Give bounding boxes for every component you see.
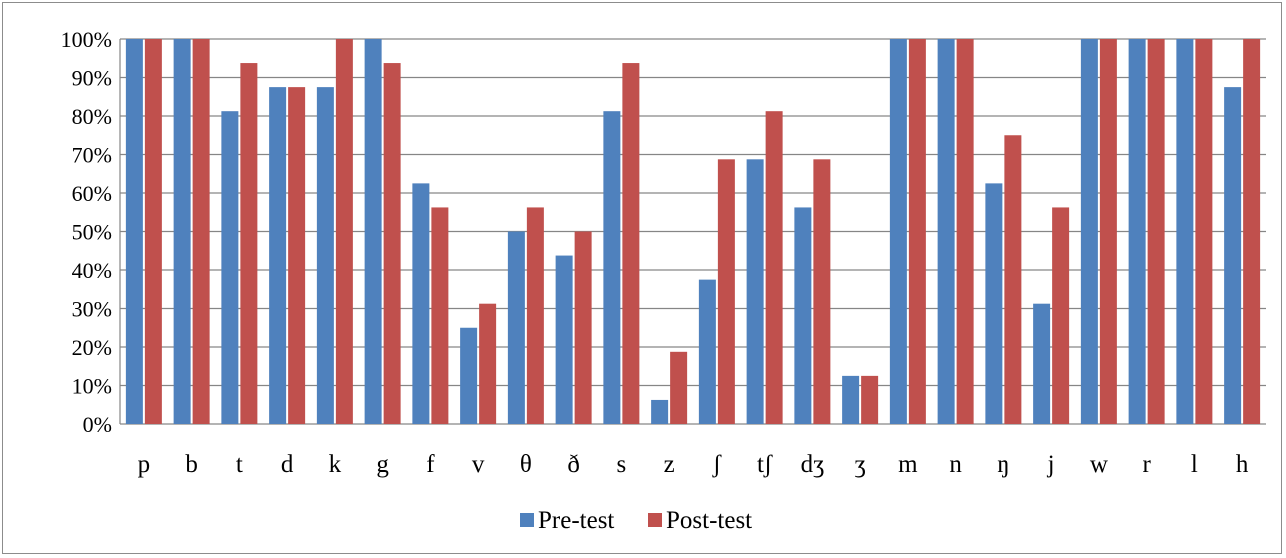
x-category-label: ŋ: [997, 451, 1009, 478]
x-category-label: ʃ: [712, 451, 722, 478]
bar-pre-test: [460, 327, 478, 424]
bar-post-test: [431, 207, 449, 424]
bar-post-test: [192, 39, 210, 424]
gridlines: [119, 38, 1266, 425]
y-tick-label: 10%: [72, 374, 112, 399]
bar-post-test: [908, 39, 926, 424]
y-tick-label: 30%: [72, 297, 112, 322]
y-tick-label: 90%: [72, 66, 112, 91]
x-category-label: d: [281, 451, 294, 478]
x-category-label: h: [1236, 451, 1249, 478]
bar-pre-test: [507, 231, 525, 424]
y-tick-label: 0%: [83, 412, 112, 437]
x-category-label: dʒ: [801, 451, 825, 478]
x-category-label: f: [426, 451, 435, 478]
bar-post-test: [956, 39, 974, 424]
bar-pre-test: [937, 39, 955, 424]
x-category-label: m: [898, 451, 918, 478]
bar-post-test: [1147, 39, 1165, 424]
bar-pre-test: [985, 183, 1003, 424]
x-category-label: n: [949, 451, 962, 478]
bar-post-test: [670, 351, 688, 424]
x-category-label: v: [472, 451, 485, 478]
bar-post-test: [288, 87, 306, 424]
x-category-label: k: [329, 451, 342, 478]
x-category-label: l: [1191, 451, 1198, 478]
bar-post-test: [1052, 207, 1070, 424]
bar-pre-test: [698, 279, 716, 424]
bar-post-test: [1243, 39, 1261, 424]
x-category-label: g: [376, 451, 389, 478]
y-tick-label: 70%: [72, 143, 112, 168]
bar-post-test: [765, 111, 783, 424]
y-tick-label: 50%: [72, 220, 112, 245]
bar-post-test: [717, 159, 735, 424]
bar-pre-test: [651, 399, 669, 424]
y-tick-label: 40%: [72, 258, 112, 283]
x-category-label: z: [664, 451, 675, 478]
bar-pre-test: [1033, 303, 1051, 424]
x-category-label: p: [138, 451, 151, 478]
legend-swatch-post-test: [648, 513, 662, 527]
x-category-label: w: [1090, 451, 1108, 478]
x-category-label: s: [617, 451, 627, 478]
y-tick-label: 60%: [72, 181, 112, 206]
y-axis-ticks: 0% 10% 20% 30% 40% 50% 60% 70% 80% 90% 100%: [61, 27, 112, 437]
bar-pre-test: [555, 255, 573, 424]
bar-pre-test: [316, 87, 334, 424]
x-category-label: ʒ: [855, 451, 866, 478]
bars: [125, 39, 1261, 424]
y-tick-label: 80%: [72, 104, 112, 129]
legend: Pre-test Post-test: [520, 507, 752, 534]
x-category-label: r: [1142, 451, 1151, 478]
bar-pre-test: [269, 87, 287, 424]
x-category-label: ð: [567, 451, 580, 478]
bar-pre-test: [746, 159, 764, 424]
bar-pre-test: [889, 39, 907, 424]
bar-post-test: [574, 231, 592, 424]
legend-swatch-pre-test: [520, 513, 534, 527]
bar-post-test: [144, 39, 162, 424]
bar-post-test: [479, 303, 497, 424]
bar-post-test: [383, 63, 401, 424]
bar-pre-test: [1080, 39, 1098, 424]
bar-pre-test: [173, 39, 191, 424]
bar-pre-test: [603, 111, 621, 424]
bar-post-test: [813, 159, 831, 424]
x-category-label: b: [185, 451, 198, 478]
bar-pre-test: [842, 375, 860, 424]
bar-pre-test: [1176, 39, 1194, 424]
y-tick-label: 20%: [72, 335, 112, 360]
legend-label-post-test: Post-test: [666, 507, 752, 534]
bar-pre-test: [125, 39, 143, 424]
bar-pre-test: [1128, 39, 1146, 424]
bar-pre-test: [221, 111, 239, 424]
x-category-label: θ: [520, 451, 532, 478]
x-category-label: t: [236, 451, 243, 478]
bar-post-test: [526, 207, 544, 424]
bar-post-test: [861, 375, 879, 424]
y-tick-label: 100%: [61, 27, 112, 52]
bar-post-test: [1099, 39, 1117, 424]
legend-label-pre-test: Pre-test: [538, 507, 614, 534]
bar-pre-test: [412, 183, 430, 424]
bar-pre-test: [364, 39, 382, 424]
bar-post-test: [1004, 135, 1022, 424]
bar-pre-test: [794, 207, 812, 424]
x-category-label: tʃ: [757, 451, 773, 478]
x-category-label: j: [1047, 451, 1055, 478]
bar-pre-test: [1224, 87, 1242, 424]
bar-post-test: [1195, 39, 1213, 424]
bar-post-test: [335, 39, 353, 424]
bar-post-test: [240, 63, 258, 424]
x-axis-categories: p b t d k g f v θ ð s z ʃ tʃ dʒ ʒ m n ŋ j w r l h: [138, 451, 1249, 478]
bar-post-test: [622, 63, 640, 424]
